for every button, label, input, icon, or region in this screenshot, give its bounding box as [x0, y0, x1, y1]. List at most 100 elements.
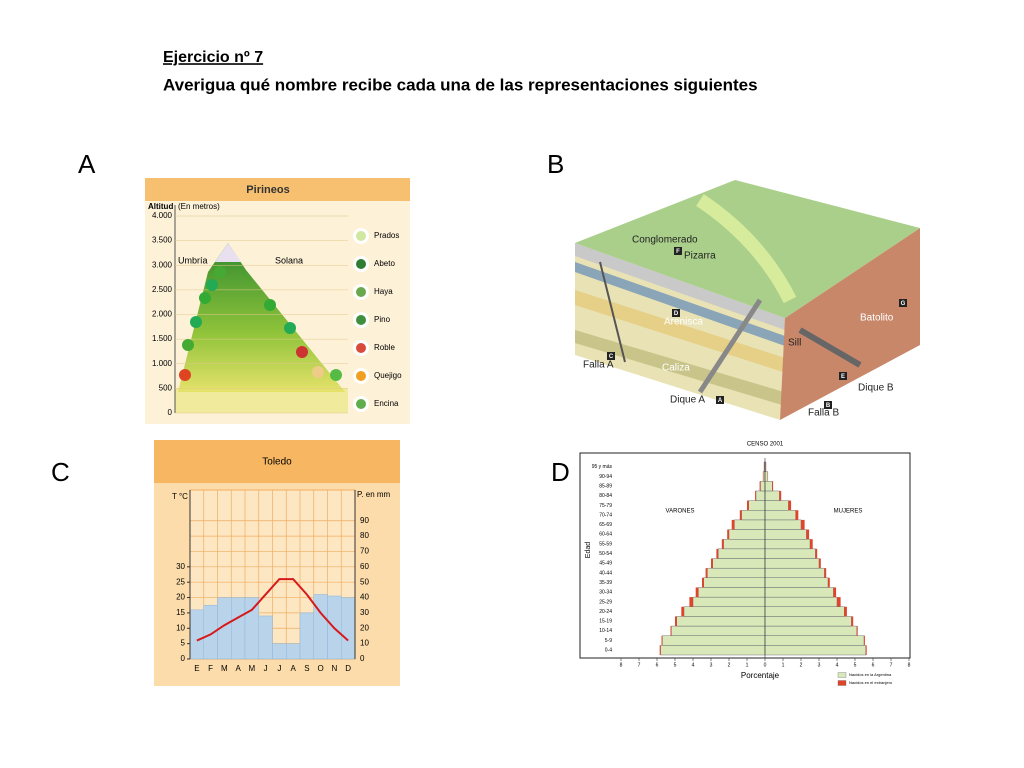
- tree: [312, 366, 324, 378]
- pyramid-bar: [764, 596, 838, 607]
- legend-icon: [356, 259, 366, 269]
- age-label: 65-69: [599, 522, 612, 528]
- key-box: [672, 309, 680, 317]
- pyramid-bar: [844, 606, 847, 617]
- geology-label: Falla A: [583, 360, 614, 371]
- tree: [182, 339, 194, 351]
- key-letter: E: [841, 374, 845, 380]
- pyramid-bar: [779, 490, 782, 501]
- pyramid-bar: [764, 519, 802, 530]
- tree: [284, 322, 296, 334]
- temperature-line: [196, 578, 349, 642]
- legend-label: Pino: [374, 315, 391, 324]
- x-tick-label: A: [235, 664, 241, 673]
- y-tick-label: 4.000: [152, 211, 173, 220]
- pyramid-bar: [675, 616, 677, 627]
- y-tick-label: 0: [168, 408, 173, 417]
- pyramid-bar: [764, 539, 811, 550]
- x-tick-label: 2: [800, 662, 803, 668]
- x-tick-label: N: [331, 664, 337, 673]
- legend-swatch: [837, 672, 847, 678]
- x-tick-label: 6: [872, 662, 875, 668]
- pyramid-bar: [662, 635, 766, 646]
- legend-label: Quejigo: [374, 371, 402, 380]
- y2-axis-label: P. en mm: [357, 490, 391, 499]
- x-tick-label: 6: [656, 662, 659, 668]
- panel-b-content: Conglomerado Pizarra Arenisca Caliza Batolit…: [583, 235, 907, 419]
- age-label: 75-79: [599, 503, 612, 509]
- pyramid-bar: [727, 529, 729, 540]
- y-tick-label: 2.500: [152, 285, 173, 294]
- x-tick-label: O: [318, 664, 324, 673]
- age-label: 60-64: [599, 532, 612, 538]
- panel-letter: C: [51, 457, 70, 487]
- age-label: 95 y más: [592, 464, 613, 470]
- key-box: [824, 401, 832, 409]
- geology-label: Pizarra: [684, 251, 716, 262]
- pyramid-bar: [764, 645, 867, 656]
- exercise-title: Ejercicio nº 7: [163, 49, 263, 66]
- geology-label: Falla B: [808, 408, 839, 419]
- pyramid-bar: [698, 587, 766, 598]
- pyramid-bar: [764, 616, 852, 627]
- panel-header: [154, 440, 400, 483]
- legend-label: Encina: [374, 399, 399, 408]
- pyramid-bar: [764, 587, 834, 598]
- x-axis-label: Porcentaje: [741, 671, 780, 680]
- block-right: [780, 228, 920, 420]
- pyramid-bar: [833, 587, 837, 598]
- y2-tick-label: 10: [360, 639, 369, 648]
- precipitation-bar: [231, 597, 246, 660]
- pyramid-bar: [764, 606, 845, 617]
- pyramid-bar: [747, 500, 749, 511]
- y-tick-label: 1.500: [152, 334, 173, 343]
- legend-swatch: [837, 680, 847, 686]
- pyramid-bar: [864, 635, 865, 646]
- tree: [264, 299, 276, 311]
- age-label: 45-49: [599, 561, 612, 567]
- age-label: 85-89: [599, 483, 612, 489]
- y-tick-label: 500: [159, 383, 173, 392]
- pyramid-bar: [801, 519, 805, 530]
- key-letter: B: [826, 403, 831, 409]
- precipitation-bar: [189, 609, 204, 660]
- geology-label: Sill: [788, 338, 801, 349]
- pyramid-bar: [731, 519, 735, 530]
- x-tick-label: 5: [854, 662, 857, 668]
- y2-tick-label: 0: [360, 654, 365, 663]
- x-tick-label: F: [208, 664, 213, 673]
- fault: [599, 261, 626, 363]
- pyramid-bar: [659, 645, 661, 655]
- legend-label: Nacidos en la Argentina: [849, 672, 892, 677]
- y-tick-label: 30: [176, 562, 185, 571]
- geology-label: Caliza: [662, 363, 690, 374]
- age-label: 70-74: [599, 512, 612, 518]
- y2-tick-label: 80: [360, 531, 369, 540]
- x-tick-label: 5: [674, 662, 677, 668]
- instruction: Averigua qué nombre recibe cada una de l…: [163, 75, 758, 94]
- pyramid-bar: [755, 490, 756, 501]
- key-box: [607, 352, 615, 360]
- panel-letter: A: [78, 149, 96, 179]
- pyramid-bar: [676, 616, 766, 627]
- geology-label: Arenisca: [664, 317, 703, 328]
- x-tick-label: M: [249, 664, 256, 673]
- pyramid-bar: [721, 539, 724, 549]
- y-tick-label: 20: [176, 593, 185, 602]
- pyramid-bar: [734, 519, 766, 530]
- geology-label: Dique B: [858, 383, 894, 394]
- pyramid-bar: [723, 539, 766, 550]
- legend-icon: [356, 287, 366, 297]
- x-tick-label: 8: [908, 662, 911, 668]
- panel-title: CENSO 2001: [747, 442, 784, 448]
- pyramid-bar: [707, 567, 766, 579]
- precipitation-bar: [313, 594, 328, 660]
- x-tick-label: E: [194, 664, 199, 673]
- pyramid-bar: [772, 481, 774, 491]
- pyramid-bar: [755, 490, 766, 501]
- age-label: 50-54: [599, 551, 612, 557]
- panel-d-content: 0-4 5-9 10-14 15-19 20-24 25-29 30-34 35-39 40-4…: [585, 442, 911, 686]
- y2-tick-label: 30: [360, 608, 369, 617]
- age-label: 10-14: [599, 628, 612, 634]
